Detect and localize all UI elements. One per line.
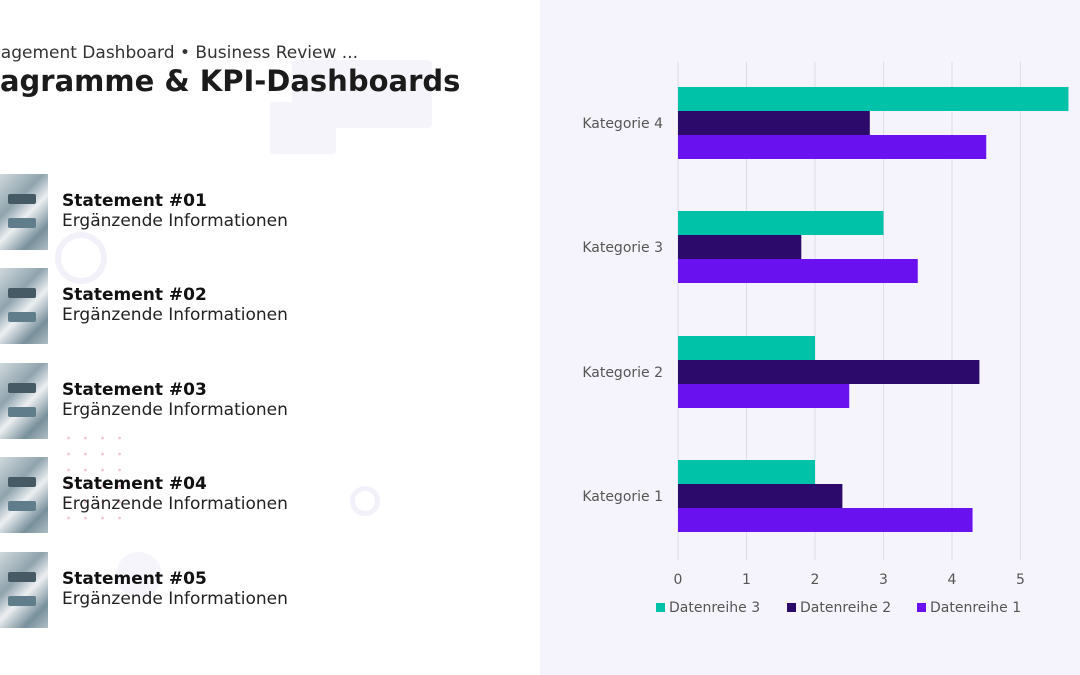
- category-label: Kategorie 1: [582, 489, 663, 505]
- statement-item-1: Statement #01 Ergänzende Informationen: [0, 174, 400, 250]
- bar: [678, 508, 973, 532]
- bar: [678, 211, 884, 235]
- circuit-board-image: [0, 268, 48, 344]
- bar: [678, 484, 843, 508]
- legend-swatch: [656, 603, 665, 612]
- statement-subtitle: Ergänzende Informationen: [62, 305, 288, 325]
- circuit-board-image: [0, 552, 48, 628]
- bar: [678, 87, 1069, 111]
- statement-title: Statement #05: [62, 569, 207, 589]
- category-label: Kategorie 4: [582, 116, 663, 132]
- left-panel: nagement Dashboard • Business Review ...…: [0, 43, 461, 628]
- decorative-ring: [350, 486, 380, 516]
- page-subtitle: nagement Dashboard • Business Review ...: [0, 43, 359, 63]
- statement-subtitle: Ergänzende Informationen: [62, 211, 288, 231]
- statement-title: Statement #04: [62, 474, 207, 494]
- legend-swatch: [787, 603, 796, 612]
- bar: [678, 259, 918, 283]
- bar: [678, 336, 815, 360]
- bar: [678, 235, 802, 259]
- bar: [678, 111, 870, 135]
- bar: [678, 460, 815, 484]
- statement-title: Statement #01: [62, 191, 207, 211]
- legend-label: Datenreihe 1: [930, 600, 1021, 616]
- statement-subtitle: Ergänzende Informationen: [62, 400, 288, 420]
- statement-item-2: Statement #02 Ergänzende Informationen: [0, 268, 400, 344]
- statement-item-3: Statement #03 Ergänzende Informationen: [0, 363, 400, 439]
- decorative-dot-grid: [60, 430, 130, 530]
- legend-label: Datenreihe 2: [800, 600, 891, 616]
- x-tick-label: 5: [1016, 572, 1025, 588]
- decorative-circle: [116, 552, 162, 598]
- decorative-rectangle: [270, 102, 336, 154]
- statement-subtitle: Ergänzende Informationen: [62, 589, 288, 609]
- circuit-board-image: [0, 174, 48, 250]
- page-title: iagramme & KPI-Dashboards: [0, 64, 461, 98]
- legend-swatch: [917, 603, 926, 612]
- statement-item-4: Statement #04 Ergänzende Informationen: [0, 457, 400, 533]
- bar: [678, 384, 850, 408]
- bar-chart: 0 1 2 3 4 5 Kategorie 1 Kategorie 2 Kategorie 3 K…: [582, 62, 1069, 616]
- decorative-ring: [55, 232, 107, 284]
- statement-subtitle: Ergänzende Informationen: [62, 494, 288, 514]
- bar: [678, 360, 980, 384]
- x-tick-label: 1: [742, 572, 751, 588]
- category-label: Kategorie 2: [582, 365, 663, 381]
- legend-label: Datenreihe 3: [669, 600, 760, 616]
- x-tick-label: 3: [879, 572, 888, 588]
- statement-title: Statement #02: [62, 285, 207, 305]
- bar: [678, 135, 987, 159]
- statement-title: Statement #03: [62, 380, 207, 400]
- x-tick-label: 2: [811, 572, 820, 588]
- category-label: Kategorie 3: [582, 240, 663, 256]
- circuit-board-image: [0, 363, 48, 439]
- x-tick-label: 0: [674, 572, 683, 588]
- x-tick-label: 4: [948, 572, 957, 588]
- circuit-board-image: [0, 457, 48, 533]
- statement-item-5: Statement #05 Ergänzende Informationen: [0, 552, 400, 628]
